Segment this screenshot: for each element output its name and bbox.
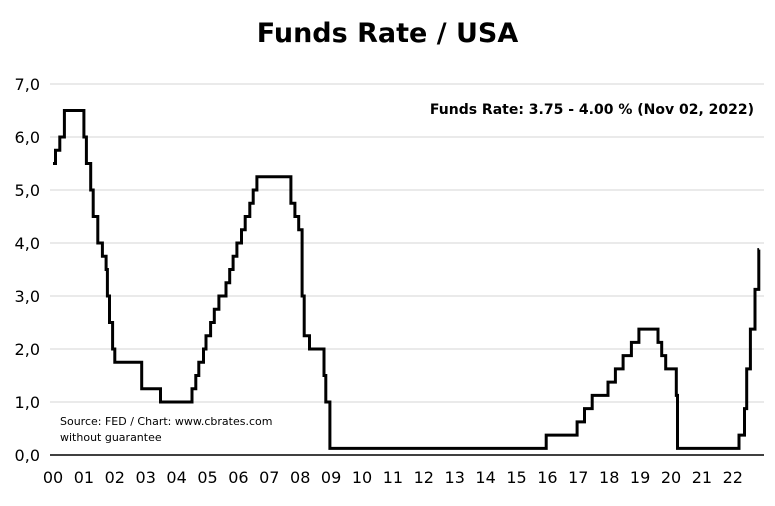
- x-tick-label: 12: [414, 468, 434, 487]
- chart-title: Funds Rate / USA: [256, 18, 519, 49]
- x-tick-label: 08: [290, 468, 310, 487]
- x-tick-label: 14: [475, 468, 495, 487]
- y-tick-label: 4,0: [15, 234, 40, 253]
- x-tick-label: 13: [445, 468, 465, 487]
- x-tick-label: 05: [197, 468, 217, 487]
- y-axis-ticks: 0,0 1,0 2,0 3,0 4,0 5,0 6,0 7,0: [15, 75, 40, 465]
- x-tick-label: 10: [352, 468, 372, 487]
- x-tick-label: 07: [259, 468, 279, 487]
- y-tick-label: 7,0: [15, 75, 40, 94]
- x-tick-label: 06: [228, 468, 248, 487]
- x-tick-label: 19: [630, 468, 650, 487]
- y-tick-label: 1,0: [15, 393, 40, 412]
- x-axis-ticks: 00 01 02 03 04 05 06 07 08 09 10 11 12 13 14 15 16 17 18 19…: [43, 468, 743, 487]
- x-tick-label: 15: [506, 468, 526, 487]
- x-tick-label: 01: [74, 468, 94, 487]
- x-tick-label: 11: [383, 468, 403, 487]
- x-tick-label: 21: [692, 468, 712, 487]
- y-tick-label: 6,0: [15, 128, 40, 147]
- x-tick-label: 16: [537, 468, 557, 487]
- x-tick-label: 18: [599, 468, 619, 487]
- source-note: Source: FED / Chart: www.cbrates.com: [60, 415, 272, 428]
- x-tick-label: 09: [321, 468, 341, 487]
- guarantee-note: without guarantee: [60, 431, 162, 444]
- x-tick-label: 02: [105, 468, 125, 487]
- x-tick-label: 03: [136, 468, 156, 487]
- x-tick-label: 17: [568, 468, 588, 487]
- y-tick-label: 5,0: [15, 181, 40, 200]
- y-tick-label: 0,0: [15, 446, 40, 465]
- x-tick-label: 20: [661, 468, 681, 487]
- y-tick-label: 2,0: [15, 340, 40, 359]
- x-tick-label: 00: [43, 468, 63, 487]
- x-tick-label: 04: [166, 468, 186, 487]
- y-tick-label: 3,0: [15, 287, 40, 306]
- current-rate-annotation: Funds Rate: 3.75 - 4.00 % (Nov 02, 2022): [430, 102, 754, 118]
- funds-rate-line: [53, 109, 761, 450]
- grid-lines: [50, 83, 764, 403]
- x-tick-label: 22: [723, 468, 743, 487]
